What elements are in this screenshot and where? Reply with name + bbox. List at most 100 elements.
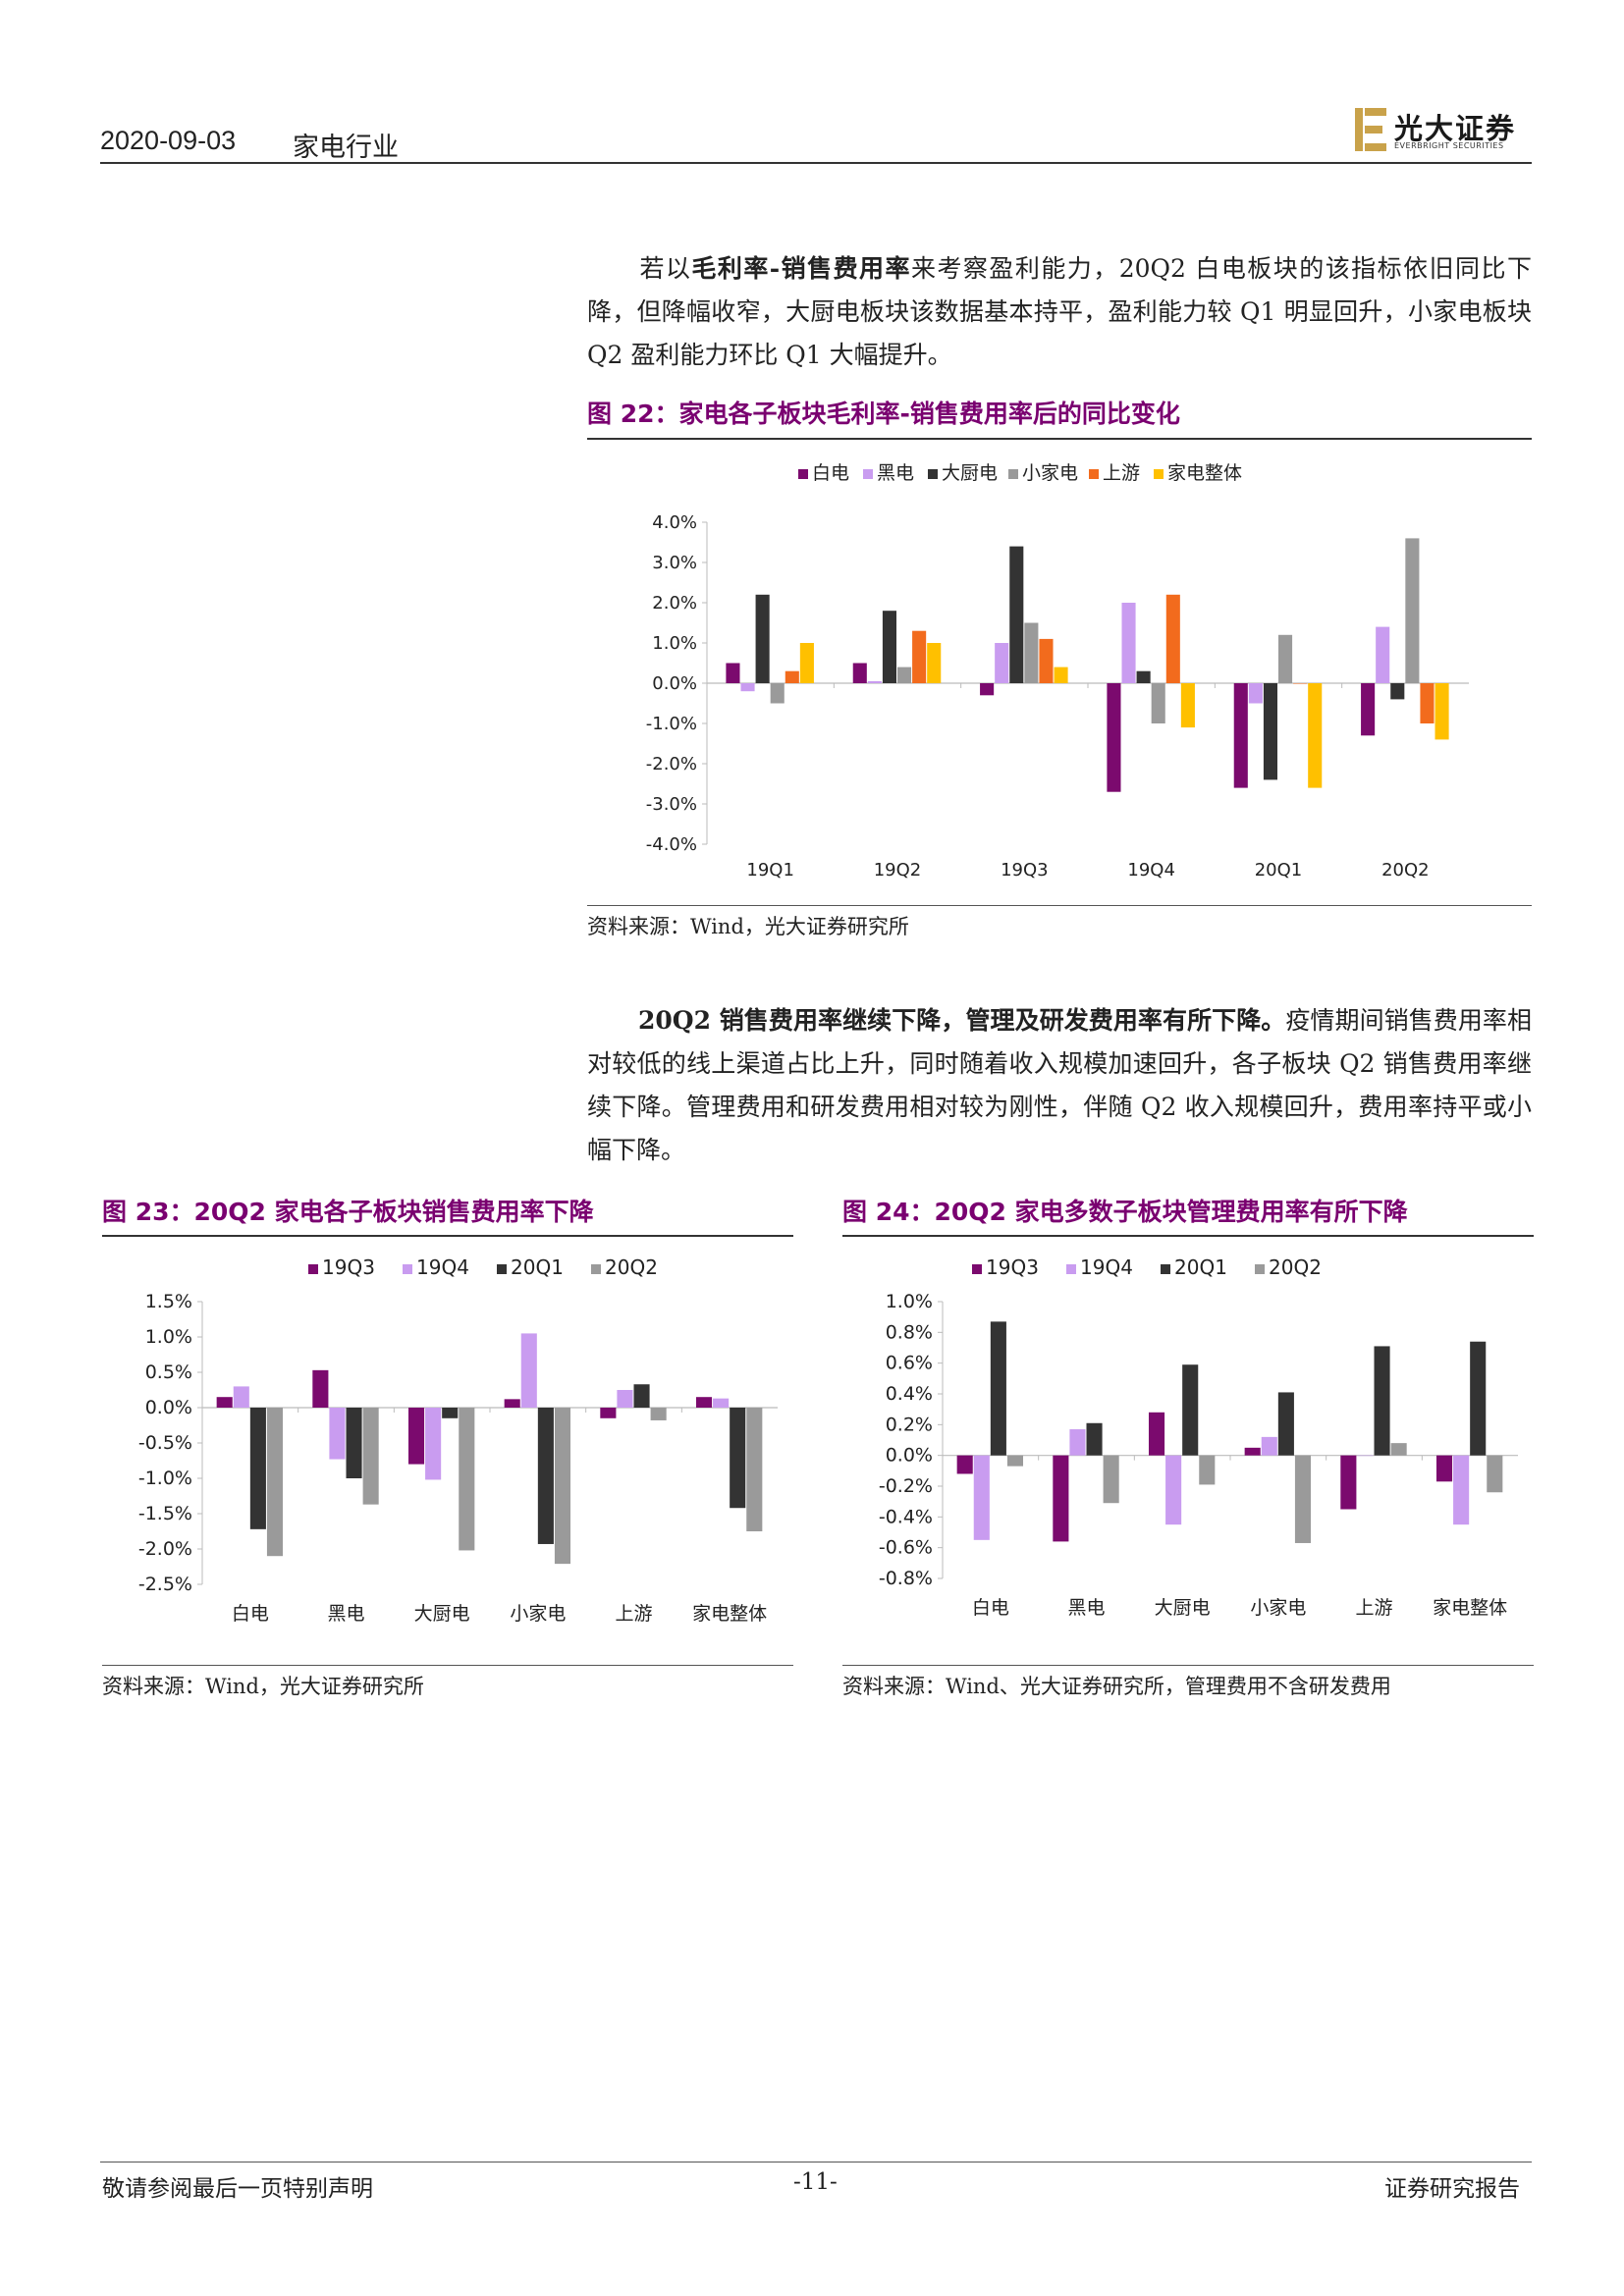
bar-家电整体-19Q1	[799, 643, 814, 683]
y-tick-label: -1.0%	[646, 714, 697, 734]
bar-黑电-19Q4	[1121, 603, 1136, 683]
bar-20Q2-小家电	[1294, 1455, 1312, 1543]
figure-23-title: 图 23：20Q2 家电各子板块销售费用率下降	[102, 1198, 594, 1226]
bar-大厨电-20Q1	[1263, 683, 1277, 780]
legend-label-19Q4: 19Q4	[416, 1255, 469, 1279]
bar-上游-19Q4	[1165, 594, 1180, 683]
bar-19Q4-黑电	[1069, 1429, 1086, 1456]
legend-swatch-19Q4	[1066, 1264, 1076, 1274]
y-tick-label: 0.4%	[886, 1383, 933, 1405]
bar-小家电-19Q1	[770, 683, 785, 704]
bar-19Q3-上游	[1340, 1455, 1357, 1510]
x-category-label: 19Q2	[874, 860, 922, 881]
bar-小家电-19Q3	[1024, 622, 1039, 683]
bar-上游-19Q1	[785, 670, 799, 683]
bar-黑电-19Q1	[740, 683, 755, 692]
y-tick-label: -1.0%	[138, 1468, 192, 1489]
para2-bold: 20Q2 销售费用率继续下降，管理及研发费用率有所下降。	[638, 1006, 1286, 1035]
figure-24-chart: 19Q3 19Q4 20Q1 20Q2 1.0% 0.8% 0.6% 0.4% 0.2% 0.0%…	[879, 1255, 1518, 1619]
y-tick-label: -2.0%	[138, 1538, 192, 1560]
legend-label-19Q3: 19Q3	[322, 1255, 375, 1279]
x-category-label: 19Q3	[1001, 860, 1049, 881]
para1-bold: 毛利率-销售费用率	[691, 254, 911, 283]
bar-20Q2-黑电	[1103, 1455, 1119, 1504]
bar-20Q1-家电整体	[730, 1408, 746, 1509]
legend-swatch-19Q3	[972, 1264, 982, 1274]
bar-家电整体-19Q3	[1054, 667, 1068, 683]
bar-黑电-20Q2	[1376, 626, 1390, 683]
bar-20Q1-白电	[990, 1321, 1006, 1456]
legend-label-上游: 上游	[1103, 462, 1140, 484]
y-tick-label: 1.0%	[886, 1291, 933, 1312]
legend-label-家电整体: 家电整体	[1167, 462, 1242, 484]
legend-swatch-20Q1	[1161, 1264, 1170, 1274]
y-tick-label: 0.0%	[145, 1397, 192, 1418]
x-category-label: 黑电	[327, 1603, 364, 1625]
bar-20Q2-家电整体	[1487, 1455, 1503, 1493]
bar-小家电-19Q2	[897, 667, 912, 683]
legend-swatch-家电整体	[1154, 469, 1164, 479]
y-tick-label: 3.0%	[652, 553, 697, 573]
y-tick-label: -2.0%	[646, 754, 697, 774]
bar-上游-20Q2	[1420, 683, 1435, 723]
bar-白电-19Q4	[1107, 683, 1121, 792]
bar-黑电-19Q2	[867, 680, 882, 683]
bar-大厨电-19Q3	[1009, 546, 1024, 683]
x-category-label: 白电	[972, 1597, 1009, 1619]
bar-20Q1-黑电	[1086, 1422, 1103, 1456]
y-tick-label: -0.6%	[879, 1537, 933, 1559]
bar-19Q3-白电	[956, 1455, 973, 1474]
bar-20Q2-上游	[1390, 1443, 1407, 1456]
figure-24-rule	[842, 1235, 1534, 1237]
footer-report-type: 证券研究报告	[1384, 2176, 1520, 2202]
legend-swatch-大厨电	[928, 469, 938, 479]
logo-text-cn: 光大证券	[1394, 112, 1517, 145]
legend-swatch-黑电	[863, 469, 873, 479]
bar-白电-19Q2	[852, 663, 867, 683]
figure-23-source: 资料来源：Wind，光大证券研究所	[102, 1675, 424, 1698]
bar-19Q3-小家电	[1244, 1447, 1261, 1456]
figure-22-chart: 白电 黑电 大厨电 小家电 上游 家电整体 4.0% 3.0% 2.0% 1.0% 0.0% -1.0…	[646, 462, 1469, 881]
y-tick-label: 1.5%	[145, 1291, 192, 1312]
bar-19Q4-家电整体	[713, 1398, 730, 1408]
bar-20Q2-小家电	[554, 1408, 571, 1565]
x-category-label: 小家电	[1250, 1597, 1306, 1619]
bar-小家电-20Q2	[1405, 538, 1420, 683]
bar-上游-20Q1	[1293, 683, 1308, 684]
bar-19Q3-白电	[216, 1397, 233, 1408]
paragraph-expense-ratio: 20Q2 销售费用率继续下降，管理及研发费用率有所下降。疫情期间销售费用率相对较…	[587, 999, 1532, 1172]
bar-上游-19Q3	[1039, 638, 1054, 683]
bar-19Q3-家电整体	[695, 1397, 713, 1408]
legend-label-白电: 白电	[812, 462, 849, 484]
x-category-label: 上游	[1355, 1597, 1392, 1619]
y-tick-label: -0.4%	[879, 1506, 933, 1527]
legend-label-小家电: 小家电	[1022, 462, 1078, 484]
para1-post: 来考察盈利能力，20Q2 白电板块的该指标依旧同比下降，但降幅收窄，大厨电板块该…	[587, 254, 1532, 369]
bar-20Q1-黑电	[346, 1408, 362, 1478]
bar-19Q4-黑电	[329, 1408, 346, 1460]
legend-label-大厨电: 大厨电	[942, 462, 998, 484]
x-category-label: 家电整体	[692, 1603, 767, 1625]
figure-23-rule	[102, 1235, 793, 1237]
y-tick-label: 0.6%	[886, 1353, 933, 1374]
bar-小家电-20Q1	[1278, 634, 1293, 683]
bar-20Q1-小家电	[537, 1408, 554, 1544]
bar-19Q4-白电	[233, 1386, 249, 1408]
bar-20Q1-上游	[633, 1384, 650, 1408]
bar-家电整体-19Q2	[927, 643, 942, 683]
legend-swatch-上游	[1089, 469, 1099, 479]
bar-20Q1-大厨电	[442, 1408, 459, 1418]
bar-大厨电-19Q4	[1136, 670, 1151, 683]
bar-19Q3-小家电	[504, 1399, 520, 1408]
x-category-label: 白电	[232, 1603, 269, 1625]
footer-rule	[100, 2162, 1532, 2163]
logo-text-en: EVERBRIGHT SECURITIES	[1394, 141, 1504, 150]
paragraph-profitability: 若以毛利率-销售费用率来考察盈利能力，20Q2 白电板块的该指标依旧同比下降，但…	[587, 247, 1532, 377]
y-tick-label: -4.0%	[646, 834, 697, 855]
bar-20Q2-白电	[266, 1408, 284, 1557]
bar-19Q3-黑电	[312, 1369, 329, 1408]
x-category-label: 大厨电	[414, 1603, 470, 1625]
y-tick-label: 0.2%	[886, 1414, 933, 1435]
legend-swatch-20Q2	[1255, 1264, 1265, 1274]
bar-20Q2-大厨电	[1199, 1455, 1216, 1485]
